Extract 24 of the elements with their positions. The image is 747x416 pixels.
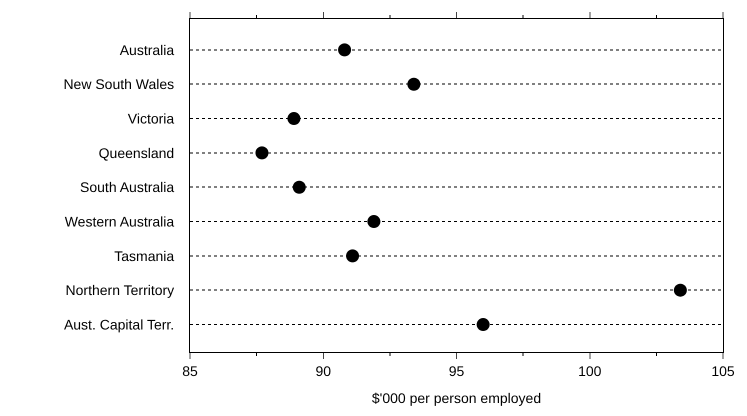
point	[674, 284, 687, 297]
y-tick-label: South Australia	[80, 179, 174, 196]
x-tick-label: 100	[578, 362, 602, 379]
y-tick-label: Australia	[120, 42, 174, 58]
point	[346, 249, 360, 262]
point	[476, 318, 490, 332]
y-tick-label: Queensland	[98, 144, 174, 161]
y-tick-label: New South Wales	[63, 76, 174, 92]
y-tick-label: Northern Territory	[66, 282, 174, 298]
x-tick-label: 95	[448, 362, 464, 379]
x-tick-label: 105	[711, 362, 735, 379]
y-tick-label: Victoria	[128, 110, 174, 126]
x-tick-label: 85	[182, 362, 198, 379]
point	[287, 112, 300, 126]
x-axis-title: $'000 per person employed	[372, 390, 542, 406]
point	[255, 146, 268, 160]
y-tick-label: Aust. Capital Terr.	[64, 316, 174, 332]
point	[338, 43, 352, 56]
point	[407, 78, 420, 91]
point	[367, 215, 380, 228]
y-tick-label: Western Australia	[64, 213, 174, 230]
point	[292, 180, 306, 194]
x-tick-label: 90	[315, 362, 332, 379]
y-tick-label: Tasmania	[114, 248, 174, 264]
